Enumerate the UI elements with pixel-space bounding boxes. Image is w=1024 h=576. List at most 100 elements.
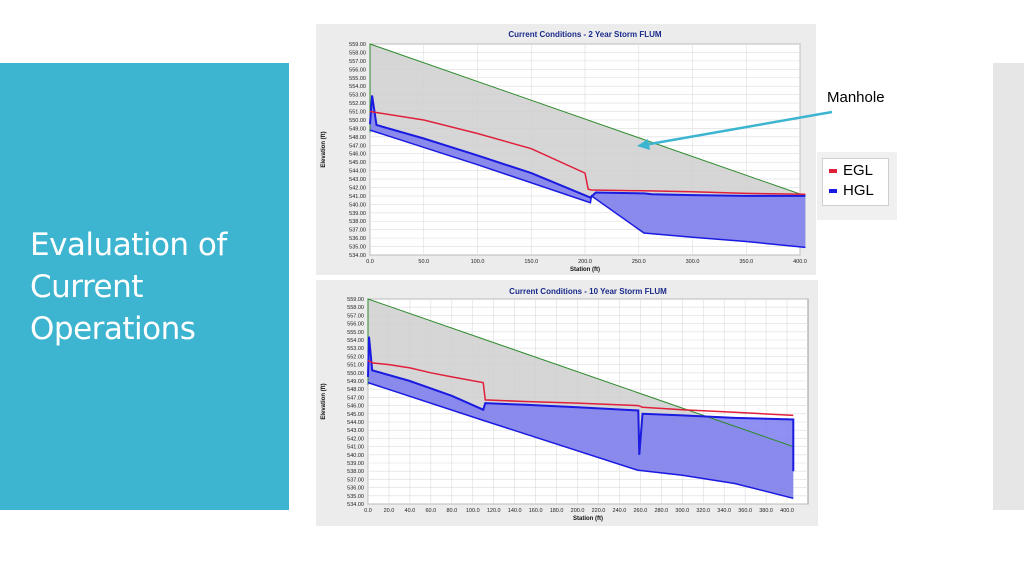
pipe-invert-line bbox=[367, 381, 794, 500]
x-tick-label: 260.0 bbox=[633, 508, 647, 514]
y-tick-label: 546.00 bbox=[347, 404, 364, 410]
pipe-invert-line bbox=[369, 129, 806, 249]
title-panel bbox=[0, 63, 289, 510]
x-tick-label: 380.0 bbox=[759, 508, 773, 514]
x-tick-label: 40.0 bbox=[405, 508, 416, 514]
chart-10-year-storm: Current Conditions - 10 Year Storm FLUM 5… bbox=[316, 280, 818, 526]
chart-title: Current Conditions - 2 Year Storm FLUM bbox=[508, 30, 662, 39]
x-tick-label: 100.0 bbox=[466, 508, 480, 514]
x-tick-label: 360.0 bbox=[738, 508, 752, 514]
y-tick-label: 545.00 bbox=[349, 160, 366, 166]
y-tick-label: 539.00 bbox=[347, 461, 364, 467]
hgl-line bbox=[367, 336, 795, 472]
x-tick-label: 240.0 bbox=[613, 508, 627, 514]
slide-title-line-1: Evaluation of bbox=[30, 227, 227, 263]
y-tick-label: 558.00 bbox=[347, 305, 364, 311]
y-tick-label: 543.00 bbox=[347, 428, 364, 434]
x-tick-label: 400.0 bbox=[793, 259, 807, 265]
manhole-annotation: Manhole bbox=[827, 89, 885, 106]
y-tick-label: 537.00 bbox=[347, 477, 364, 483]
y-tick-label: 538.00 bbox=[349, 219, 366, 225]
x-tick-label: 300.0 bbox=[686, 259, 700, 265]
legend-swatch-hgl bbox=[829, 189, 837, 193]
x-tick-label: 300.0 bbox=[675, 508, 689, 514]
chart-10-year-storm-svg: Current Conditions - 10 Year Storm FLUM 5… bbox=[321, 287, 809, 522]
y-tick-label: 555.00 bbox=[347, 330, 364, 336]
y-tick-label: 547.00 bbox=[349, 143, 366, 149]
hgl-flow-fill bbox=[368, 336, 794, 499]
y-tick-label: 536.00 bbox=[349, 236, 366, 242]
y-tick-label: 554.00 bbox=[347, 338, 364, 344]
legend-label-hgl: HGL bbox=[843, 182, 874, 199]
y-tick-label: 540.00 bbox=[347, 453, 364, 459]
x-tick-label: 340.0 bbox=[717, 508, 731, 514]
y-tick-label: 546.00 bbox=[349, 152, 366, 158]
y-axis-label: Elevation (ft) bbox=[321, 383, 327, 419]
y-tick-label: 538.00 bbox=[347, 469, 364, 475]
y-tick-label: 551.00 bbox=[349, 110, 366, 116]
slide-title-line-3: Operations bbox=[30, 311, 196, 347]
ground-line bbox=[369, 43, 806, 197]
y-tick-label: 550.00 bbox=[347, 371, 364, 377]
y-tick-label: 552.00 bbox=[349, 101, 366, 107]
callout-arrowhead bbox=[637, 139, 650, 150]
y-tick-label: 548.00 bbox=[347, 387, 364, 393]
y-tick-label: 557.00 bbox=[349, 59, 366, 65]
y-axis-label: Elevation (ft) bbox=[321, 131, 327, 167]
x-tick-label: 200.0 bbox=[571, 508, 585, 514]
x-tick-label: 250.0 bbox=[632, 259, 646, 265]
y-tick-label: 537.00 bbox=[349, 228, 366, 234]
x-tick-label: 200.0 bbox=[578, 259, 592, 265]
x-tick-label: 140.0 bbox=[508, 508, 522, 514]
x-tick-label: 20.0 bbox=[384, 508, 395, 514]
x-tick-label: 320.0 bbox=[696, 508, 710, 514]
legend-panel: EGL HGL bbox=[822, 158, 889, 206]
legend-item-hgl: HGL bbox=[829, 181, 887, 201]
y-tick-label: 552.00 bbox=[347, 354, 364, 360]
y-tick-label: 556.00 bbox=[349, 67, 366, 73]
y-tick-label: 543.00 bbox=[349, 177, 366, 183]
y-tick-label: 534.00 bbox=[349, 253, 366, 259]
x-tick-label: 0.0 bbox=[366, 259, 374, 265]
x-tick-label: 80.0 bbox=[446, 508, 457, 514]
chart-2-year-storm: Current Conditions - 2 Year Storm FLUM 53… bbox=[316, 24, 816, 275]
y-tick-label: 549.00 bbox=[347, 379, 364, 385]
y-tick-label: 554.00 bbox=[349, 84, 366, 90]
y-tick-label: 558.00 bbox=[349, 50, 366, 56]
x-tick-label: 50.0 bbox=[418, 259, 429, 265]
egl-line bbox=[367, 359, 794, 417]
hgl-line bbox=[369, 95, 806, 199]
chart-2-year-storm-svg: Current Conditions - 2 Year Storm FLUM 53… bbox=[321, 30, 807, 273]
y-tick-label: 542.00 bbox=[347, 436, 364, 442]
callout-line bbox=[643, 110, 833, 147]
y-tick-label: 553.00 bbox=[349, 93, 366, 99]
y-tick-label: 549.00 bbox=[349, 126, 366, 132]
y-tick-label: 548.00 bbox=[349, 135, 366, 141]
y-tick-label: 539.00 bbox=[349, 211, 366, 217]
y-tick-label: 541.00 bbox=[347, 445, 364, 451]
y-tick-label: 559.00 bbox=[347, 297, 364, 303]
x-tick-label: 350.0 bbox=[739, 259, 753, 265]
chart-title: Current Conditions - 10 Year Storm FLUM bbox=[509, 287, 667, 296]
y-tick-label: 540.00 bbox=[349, 202, 366, 208]
egl-line bbox=[369, 110, 806, 195]
x-tick-label: 280.0 bbox=[654, 508, 668, 514]
x-axis-label: Station (ft) bbox=[573, 516, 603, 522]
y-tick-label: 547.00 bbox=[347, 395, 364, 401]
x-tick-label: 180.0 bbox=[550, 508, 564, 514]
y-tick-label: 544.00 bbox=[347, 420, 364, 426]
slide-title: Evaluation of Current Operations bbox=[30, 224, 285, 350]
y-tick-label: 551.00 bbox=[347, 363, 364, 369]
x-axis-label: Station (ft) bbox=[570, 267, 600, 273]
y-tick-label: 550.00 bbox=[349, 118, 366, 124]
y-tick-label: 545.00 bbox=[347, 412, 364, 418]
x-tick-label: 0.0 bbox=[364, 508, 372, 514]
y-tick-label: 541.00 bbox=[349, 194, 366, 200]
slide-title-line-2: Current bbox=[30, 269, 143, 305]
legend-swatch-egl bbox=[829, 169, 837, 173]
y-tick-label: 544.00 bbox=[349, 169, 366, 175]
x-tick-label: 120.0 bbox=[487, 508, 501, 514]
x-tick-label: 220.0 bbox=[592, 508, 606, 514]
y-tick-label: 534.00 bbox=[347, 502, 364, 508]
